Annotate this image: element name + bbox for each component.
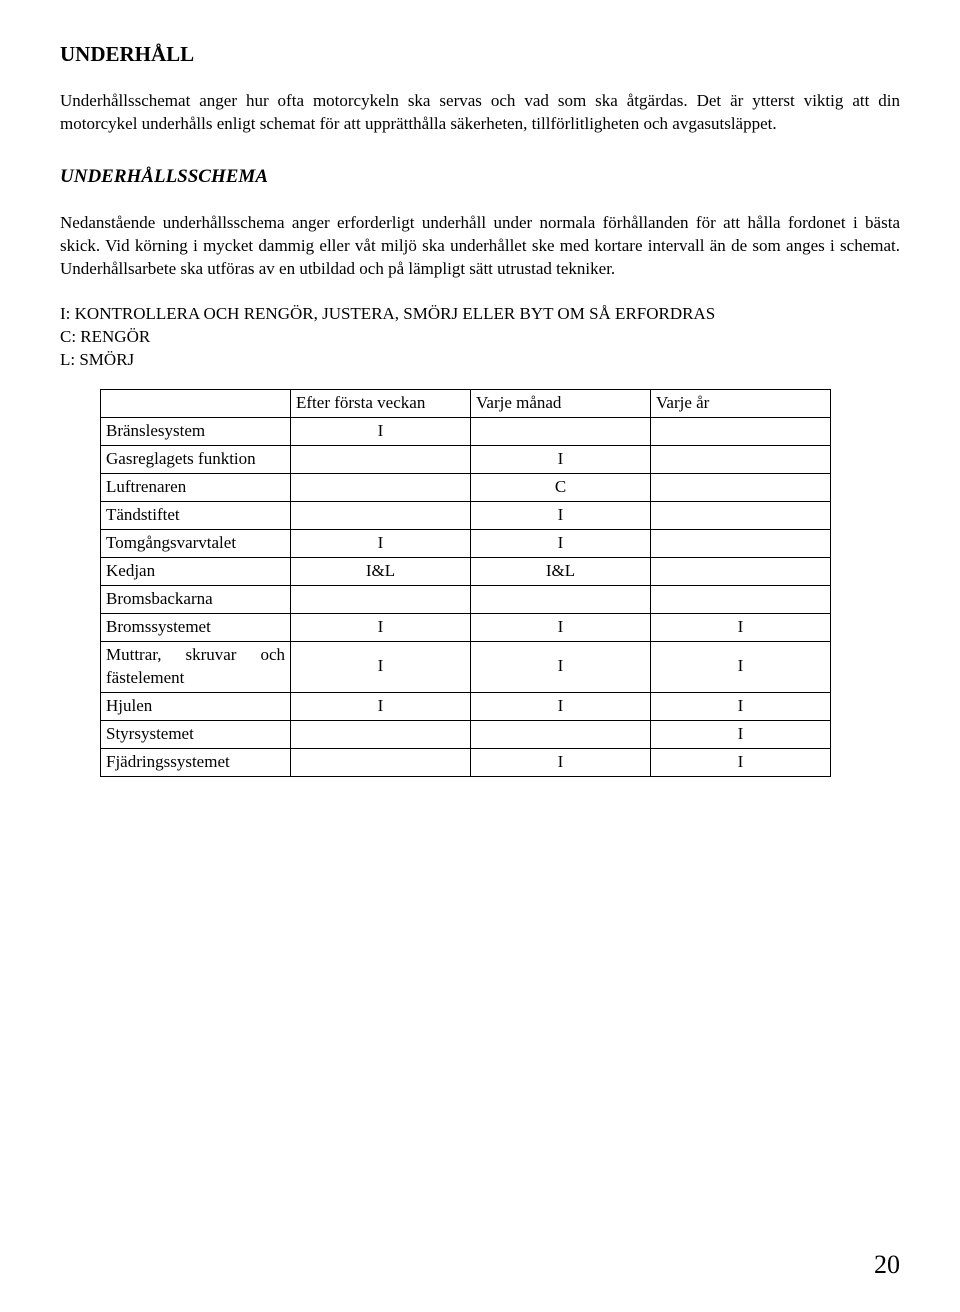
table-cell <box>651 586 831 614</box>
table-row: Bromsbackarna <box>101 586 831 614</box>
table-cell: I <box>651 748 831 776</box>
table-cell <box>471 418 651 446</box>
table-cell: I&L <box>291 558 471 586</box>
table-header-row: Efter första veckan Varje månad Varje år <box>101 390 831 418</box>
intro-paragraph: Underhållsschemat anger hur ofta motorcy… <box>60 90 900 136</box>
table-cell: I <box>471 446 651 474</box>
table-cell: I <box>291 641 471 692</box>
table-cell-label: Bränslesystem <box>101 418 291 446</box>
table-header-week: Efter första veckan <box>291 390 471 418</box>
table-header-month: Varje månad <box>471 390 651 418</box>
table-cell: I <box>471 641 651 692</box>
legend-line-i: I: KONTROLLERA OCH RENGÖR, JUSTERA, SMÖR… <box>60 303 900 326</box>
page-number: 20 <box>874 1247 900 1282</box>
table-cell: I <box>651 641 831 692</box>
table-cell: I <box>471 530 651 558</box>
table-cell: I <box>291 418 471 446</box>
table-cell-label: Bromsbackarna <box>101 586 291 614</box>
table-cell <box>651 530 831 558</box>
table-cell: I <box>291 530 471 558</box>
table-cell: I <box>291 613 471 641</box>
schema-paragraph: Nedanstående underhållsschema anger erfo… <box>60 212 900 281</box>
table-cell <box>291 502 471 530</box>
table-row: Fjädringssystemet I I <box>101 748 831 776</box>
schema-title: UNDERHÅLLSSCHEMA <box>60 164 900 190</box>
table-cell <box>471 586 651 614</box>
maintenance-table: Efter första veckan Varje månad Varje år… <box>100 389 831 776</box>
table-cell <box>651 418 831 446</box>
table-header-year: Varje år <box>651 390 831 418</box>
table-cell <box>291 586 471 614</box>
table-cell: I <box>651 692 831 720</box>
table-row: Hjulen I I I <box>101 692 831 720</box>
table-cell-label: Muttrar, skruvar och fästelement <box>101 641 291 692</box>
table-cell-label: Tändstiftet <box>101 502 291 530</box>
table-row: Styrsystemet I <box>101 720 831 748</box>
table-cell: I <box>471 748 651 776</box>
table-cell <box>651 558 831 586</box>
table-row: Tändstiftet I <box>101 502 831 530</box>
table-cell <box>651 474 831 502</box>
table-cell <box>651 502 831 530</box>
table-row: Kedjan I&L I&L <box>101 558 831 586</box>
table-cell-label: Kedjan <box>101 558 291 586</box>
table-cell-label: Tomgångsvarvtalet <box>101 530 291 558</box>
table-cell-label: Gasreglagets funktion <box>101 446 291 474</box>
legend-line-l: L: SMÖRJ <box>60 349 900 372</box>
table-row: Tomgångsvarvtalet I I <box>101 530 831 558</box>
table-cell: C <box>471 474 651 502</box>
table-row: Muttrar, skruvar och fästelement I I I <box>101 641 831 692</box>
table-header-empty <box>101 390 291 418</box>
table-cell: I <box>471 692 651 720</box>
table-row: Luftrenaren C <box>101 474 831 502</box>
table-cell-label: Styrsystemet <box>101 720 291 748</box>
legend-line-c: C: RENGÖR <box>60 326 900 349</box>
table-cell: I <box>651 613 831 641</box>
table-cell <box>291 720 471 748</box>
page-title: UNDERHÅLL <box>60 40 900 68</box>
table-cell <box>291 446 471 474</box>
table-cell <box>471 720 651 748</box>
table-row: Bränslesystem I <box>101 418 831 446</box>
table-cell: I <box>651 720 831 748</box>
table-cell-label: Hjulen <box>101 692 291 720</box>
table-cell: I <box>471 613 651 641</box>
table-cell: I <box>291 692 471 720</box>
table-cell <box>291 748 471 776</box>
table-cell <box>291 474 471 502</box>
table-cell: I <box>471 502 651 530</box>
table-cell-label: Luftrenaren <box>101 474 291 502</box>
table-cell-label: Fjädringssystemet <box>101 748 291 776</box>
table-cell: I&L <box>471 558 651 586</box>
table-cell-label: Bromssystemet <box>101 613 291 641</box>
table-cell <box>651 446 831 474</box>
table-row: Bromssystemet I I I <box>101 613 831 641</box>
table-row: Gasreglagets funktion I <box>101 446 831 474</box>
